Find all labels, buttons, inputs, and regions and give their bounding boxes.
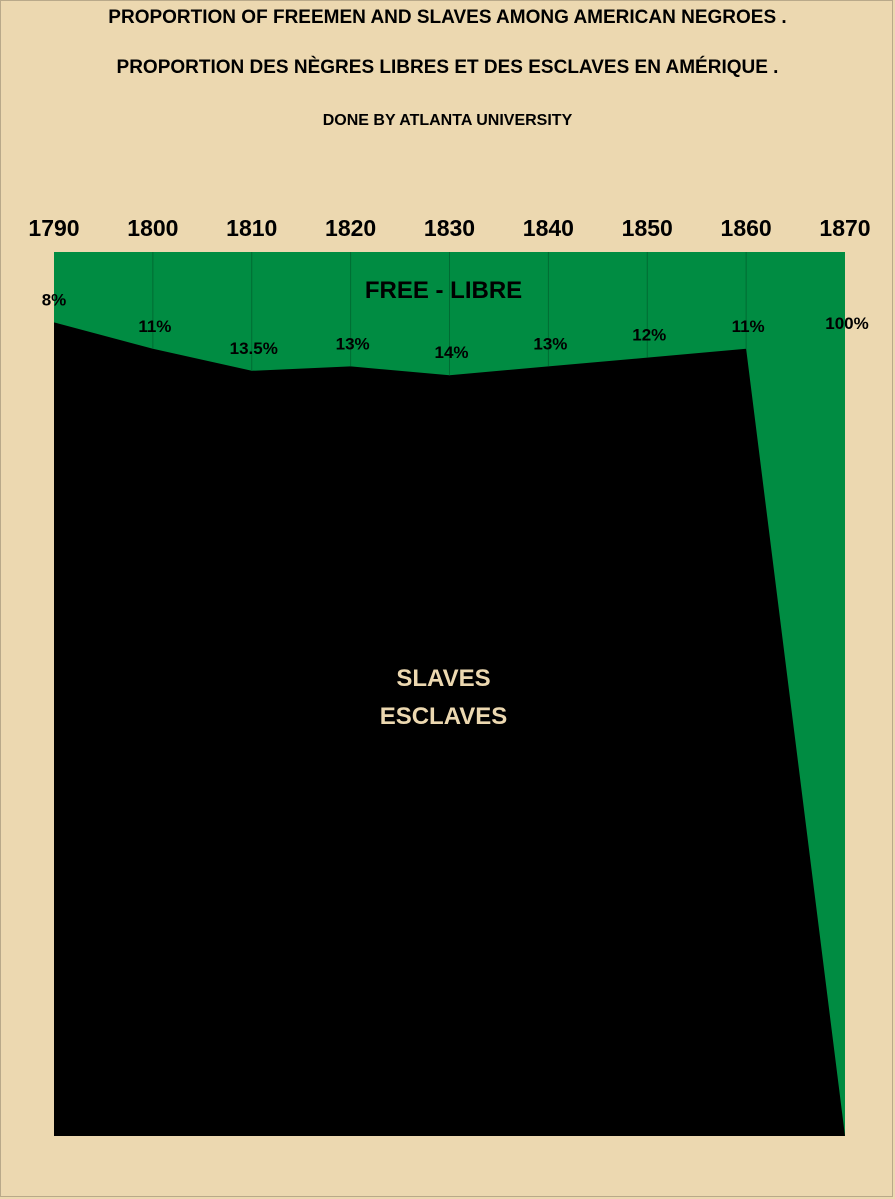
year-tick-label: 1860	[721, 215, 772, 241]
year-tick-label: 1820	[325, 215, 376, 241]
year-tick-label: 1850	[622, 215, 673, 241]
chart-subtitle: DONE BY ATLANTA UNIVERSITY	[322, 112, 573, 129]
percent-data-label: 14%	[434, 343, 468, 362]
chart-title-french: PROPORTION DES NÈGRES LIBRES ET DES ESCL…	[116, 57, 779, 78]
slaves-area-label-french: ESCLAVES	[380, 703, 508, 730]
year-tick-label: 1870	[819, 215, 870, 241]
year-tick-label: 1810	[226, 215, 277, 241]
chart-title: PROPORTION OF FREEMEN AND SLAVES AMONG A…	[108, 7, 787, 28]
percent-data-label: 13%	[533, 334, 567, 353]
free-area-label: FREE - LIBRE	[365, 277, 522, 304]
percent-data-label: 13.5%	[230, 339, 278, 358]
percent-data-label: 12%	[632, 326, 666, 345]
slaves-area-label: SLAVES	[396, 665, 490, 692]
year-tick-label: 1840	[523, 215, 574, 241]
year-tick-label: 1790	[28, 215, 79, 241]
year-tick-label: 1830	[424, 215, 475, 241]
percent-data-label: 100%	[825, 314, 868, 333]
slaves-area	[54, 322, 845, 1136]
percent-data-label: 13%	[336, 334, 370, 353]
percent-data-label: 11%	[138, 317, 171, 336]
percent-data-label: 11%	[732, 317, 765, 336]
year-tick-label: 1800	[127, 215, 178, 241]
percent-data-label: 8%	[42, 290, 67, 309]
